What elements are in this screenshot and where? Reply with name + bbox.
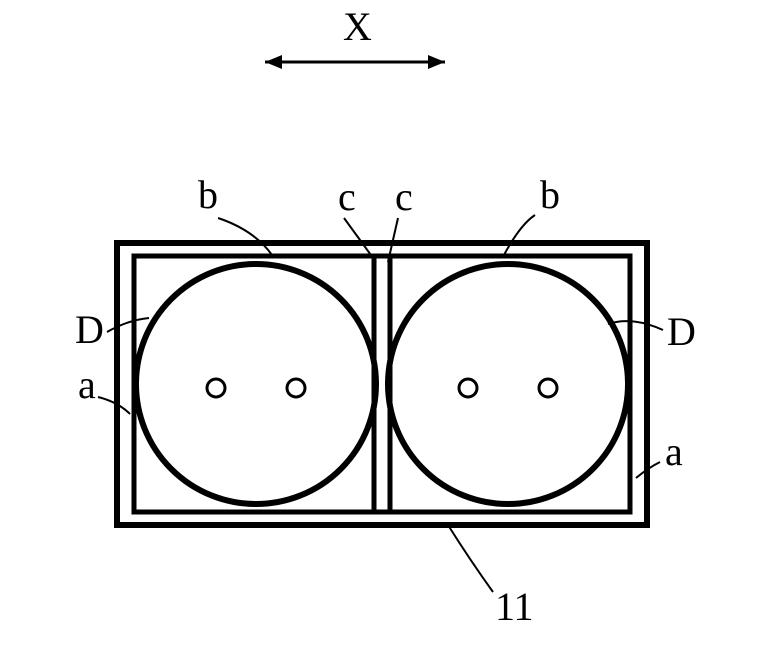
hole-right-a — [459, 379, 477, 397]
bore-circle-left — [136, 264, 376, 504]
label-D-left: D — [75, 307, 104, 352]
technical-diagram: X b b c c D D a a 11 — [0, 0, 758, 658]
hole-right-b — [539, 379, 557, 397]
label-c-right: c — [395, 174, 413, 219]
leader-11 — [448, 525, 493, 592]
label-D-right: D — [667, 309, 696, 354]
label-11: 11 — [495, 584, 534, 629]
leader-b-right — [504, 215, 535, 255]
hole-left-a — [207, 379, 225, 397]
leader-b-left — [218, 218, 272, 255]
label-b-right: b — [540, 172, 560, 217]
label-a-left: a — [78, 362, 96, 407]
hole-left-b — [287, 379, 305, 397]
dimension-x-indicator: X — [265, 4, 445, 69]
label-a-right: a — [665, 429, 683, 474]
label-c-left: c — [338, 174, 356, 219]
dimension-x-arrowhead-right — [428, 55, 445, 69]
label-b-left: b — [198, 172, 218, 217]
bore-circle-right — [388, 264, 628, 504]
outer-housing-rect — [117, 243, 647, 525]
label-x: X — [343, 4, 372, 49]
leader-D-left — [107, 318, 149, 332]
dimension-x-arrowhead-left — [265, 55, 282, 69]
